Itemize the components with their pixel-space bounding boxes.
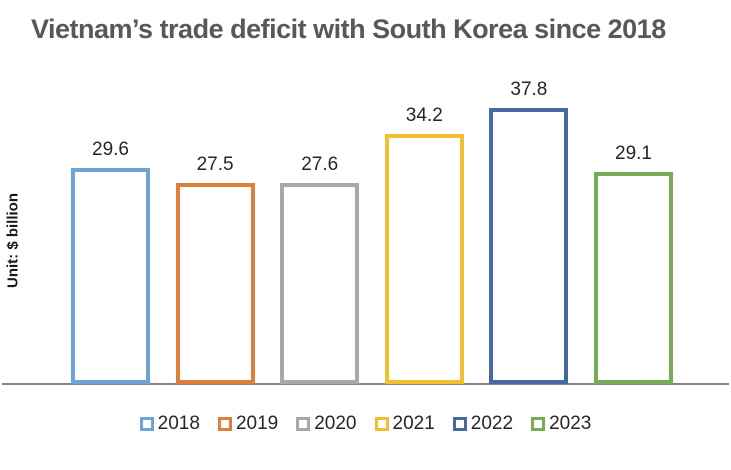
legend-item-2018: 2018 xyxy=(139,413,200,435)
legend-swatch-icon xyxy=(139,417,154,431)
bar-2018 xyxy=(71,168,150,384)
bar-value-2023: 29.1 xyxy=(615,143,652,164)
bar-value-2020: 27.6 xyxy=(301,154,339,175)
legend: 2018 2019 2020 2021 2022 2023 xyxy=(0,413,731,435)
bar-2023 xyxy=(594,172,673,384)
legend-swatch-icon xyxy=(452,417,467,431)
legend-label: 2022 xyxy=(470,413,514,434)
bar-value-2018: 29.6 xyxy=(92,139,129,160)
bar-value-2019: 27.5 xyxy=(196,154,234,175)
legend-swatch-icon xyxy=(296,417,311,431)
legend-label: 2019 xyxy=(235,413,279,434)
chart-title: Vietnam’s trade deficit with South Korea… xyxy=(31,14,666,44)
legend-label: 2018 xyxy=(157,413,200,434)
legend-swatch-icon xyxy=(374,417,389,431)
plot-area: 29.6 27.5 27.6 34.2 37.8 29.1 xyxy=(0,79,731,385)
bar-2022 xyxy=(489,108,569,384)
legend-item-2019: 2019 xyxy=(217,413,279,435)
bar-value-2022: 37.8 xyxy=(510,79,548,100)
legend-item-2021: 2021 xyxy=(374,413,435,435)
bar-value-2021: 34.2 xyxy=(405,105,443,126)
legend-label: 2023 xyxy=(549,413,592,434)
legend-label: 2021 xyxy=(392,413,435,434)
legend-swatch-icon xyxy=(217,417,232,431)
bar-2020 xyxy=(280,183,360,384)
x-axis-line xyxy=(2,383,729,385)
legend-label: 2020 xyxy=(314,413,357,434)
bar-2019 xyxy=(175,183,255,384)
legend-item-2020: 2020 xyxy=(296,413,357,435)
legend-item-2022: 2022 xyxy=(452,413,514,435)
legend-swatch-icon xyxy=(531,417,546,431)
legend-item-2023: 2023 xyxy=(531,413,591,435)
bar-2021 xyxy=(384,134,464,384)
